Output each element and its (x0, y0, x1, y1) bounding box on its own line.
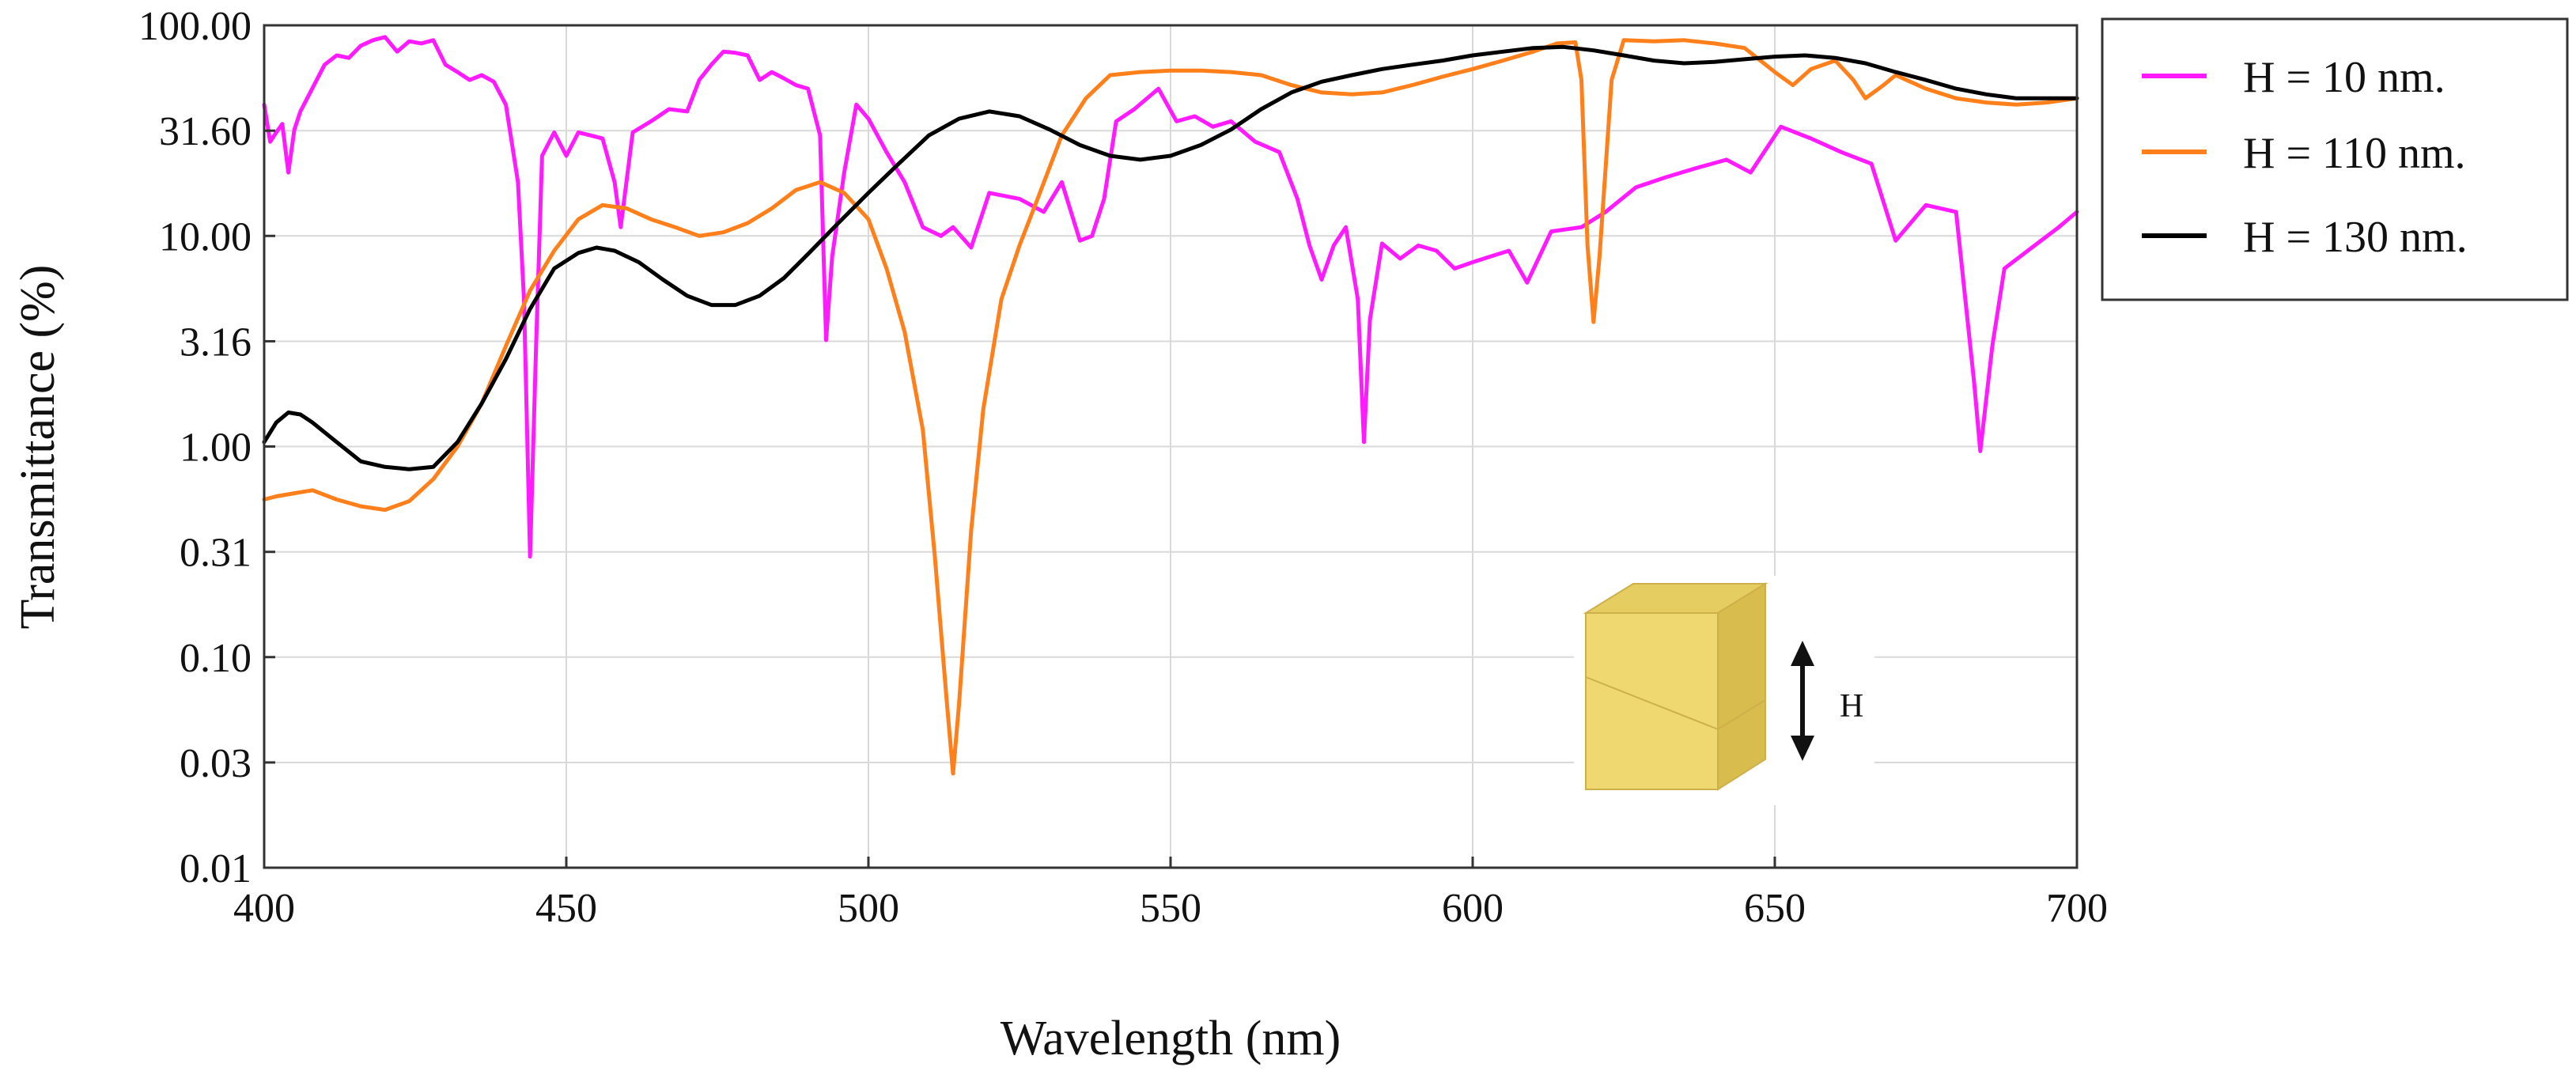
x-tick-label: 550 (1140, 886, 1201, 931)
x-tick-label: 400 (233, 886, 295, 931)
y-tick-label: 0.03 (180, 741, 252, 786)
cube-side-face (1717, 582, 1766, 791)
legend-label-h110: H = 110 nm. (2243, 129, 2466, 178)
x-tick-label: 450 (535, 886, 597, 931)
tick-layer: 400 450 500 550 600 650 700 0.01 0.03 0.10 0.31 1.0… (138, 4, 2108, 931)
legend: H = 10 nm. H = 110 nm. H = 130 nm. (2101, 17, 2569, 301)
y-tick-label: 31.60 (159, 109, 252, 154)
cube-inset: H (1574, 576, 1874, 805)
x-axis-title: Wavelength (nm) (1001, 1012, 1341, 1065)
legend-box (2101, 17, 2569, 301)
cube-mid-line-front (1585, 676, 1719, 730)
legend-label-h130: H = 130 nm. (2243, 213, 2468, 262)
series-h110-line (262, 38, 2079, 776)
x-tick-label: 700 (2046, 886, 2108, 931)
x-tick-label: 600 (1442, 886, 1504, 931)
legend-label-h10: H = 10 nm. (2243, 53, 2445, 102)
y-tick-label: 10.00 (159, 214, 252, 259)
x-tick-label: 500 (838, 886, 899, 931)
y-tick-label: 3.16 (180, 320, 252, 365)
series-layer (262, 35, 2079, 776)
series-h130-line (262, 44, 2079, 471)
y-tick-label: 0.10 (180, 636, 252, 681)
cube-mid-line-side (1717, 699, 1766, 730)
y-tick-label: 0.31 (180, 531, 252, 576)
x-tick-label: 650 (1744, 886, 1806, 931)
y-axis-title: Transmittance (%) (11, 265, 65, 630)
height-label: H (1840, 688, 1863, 725)
y-tick-label: 100.00 (138, 4, 252, 49)
y-tick-label: 0.01 (180, 846, 252, 891)
y-tick-label: 1.00 (180, 426, 252, 471)
height-arrow-down-head (1791, 736, 1814, 761)
height-arrow-up-head (1791, 641, 1814, 666)
cube-front-face (1585, 612, 1719, 790)
